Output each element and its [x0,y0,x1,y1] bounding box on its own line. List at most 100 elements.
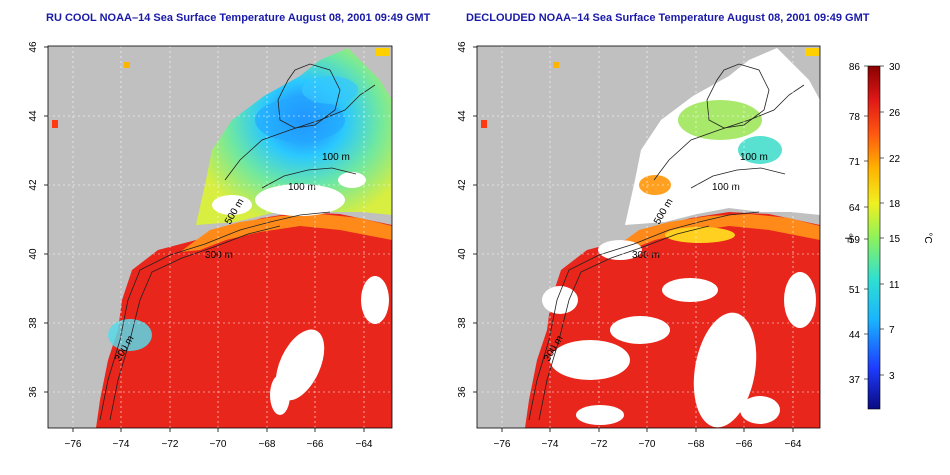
speck [376,48,390,56]
speck [553,62,559,68]
left-map-frame [47,45,393,429]
contour-label: 100 m [288,182,316,193]
c-tick-label: 30 [889,62,901,73]
colorbar-celsius-labels: 30 26 22 18 15 11 7 3 [889,62,901,382]
cold-pocket [255,98,345,142]
warm-patch [665,227,735,243]
cool-patch [738,136,782,164]
f-tick-label: 64 [849,203,861,214]
x-tick-label: −64 [785,439,802,450]
colorbar-ticks [864,65,884,380]
cloud-gap [550,340,630,380]
right-y-axis-labels: 36 38 40 42 44 46 [457,41,468,398]
x-tick-label: −68 [259,439,276,450]
x-tick-label: −70 [210,439,227,450]
left-map: 100 m 100 m 500 m 300 m 300 m [48,46,392,428]
cloud [212,195,252,215]
y-tick-label: 36 [457,386,468,398]
y-tick-label: 40 [457,248,468,260]
c-tick-label: 22 [889,154,901,165]
isobath-contour [528,211,760,421]
y-tick-label: 40 [28,248,39,260]
contour-label: 100 m [322,152,350,163]
x-tick-label: −66 [736,439,753,450]
cloud-gap [784,272,816,328]
y-tick-label: 42 [457,179,468,191]
y-tick-label: 44 [457,110,468,122]
f-tick-label: 51 [849,285,861,296]
speck [481,120,487,128]
y-tick-label: 36 [28,386,39,398]
ocean-transition [180,214,392,252]
isobath-contour [690,167,786,189]
cloud-gap [576,405,624,425]
right-map-title: DECLOUDED NOAA–14 Sea Surface Temperatur… [466,12,870,24]
colorbar-fahrenheit-labels: 86 78 71 64 59 51 44 37 [849,62,861,386]
y-tick-label: 38 [28,317,39,329]
isobath-contour [224,84,376,181]
cloud [361,276,389,324]
left-map-grid [48,46,392,428]
speck [52,120,58,128]
left-x-axis-labels: −76 −74 −72 −70 −68 −66 −64 [65,439,373,450]
c-tick-label: 3 [889,371,895,382]
c-tick-label: 18 [889,199,901,210]
speck [805,48,819,56]
x-tick-label: −76 [494,439,511,450]
x-tick-label: −64 [356,439,373,450]
warm-patch [639,175,671,195]
f-tick-label: 86 [849,62,861,73]
f-tick-label: 71 [849,157,861,168]
isobath-contour [277,63,341,129]
isobath-contour [653,84,805,181]
f-tick-label: 78 [849,112,861,123]
c-tick-label: 7 [889,325,895,336]
x-tick-label: −74 [113,439,130,450]
speck [124,62,130,68]
right-x-axis-labels: −76 −74 −72 −70 −68 −66 −64 [494,439,802,450]
f-tick-label: 59 [849,235,861,246]
x-tick-label: −72 [162,439,179,450]
cloud [338,172,366,188]
isobath-contour [706,63,770,129]
x-tick-label: −68 [688,439,705,450]
celsius-unit-label: °C [922,232,933,243]
isobath-contour [99,211,331,421]
y-tick-label: 46 [28,41,39,53]
contour-label: 100 m [712,182,740,193]
y-tick-label: 46 [457,41,468,53]
y-tick-label: 42 [28,179,39,191]
isobath-contour [261,167,357,189]
cloud [270,375,290,415]
x-tick-label: −72 [591,439,608,450]
left-y-axis-labels: 36 38 40 42 44 46 [28,41,39,398]
cloud-gap [662,278,718,302]
y-tick-label: 44 [28,110,39,122]
x-tick-label: −70 [639,439,656,450]
x-tick-label: −66 [307,439,324,450]
isobath-contour [109,225,281,421]
right-map: 100 m 100 m 500 m 300 m 300 m [477,46,820,428]
contour-label: 100 m [740,152,768,163]
right-map-ticks [473,46,794,432]
cloud-gap [610,316,670,344]
f-tick-label: 37 [849,375,861,386]
cloud-gap [740,396,780,424]
contour-label: 300 m [632,250,660,261]
c-tick-label: 11 [889,280,900,291]
y-tick-label: 38 [457,317,468,329]
c-tick-label: 15 [889,234,901,245]
c-tick-label: 26 [889,108,901,119]
contour-label: 300 m [205,250,233,261]
isobath-contour [538,225,710,421]
right-map-grid [477,46,820,428]
f-tick-label: 44 [849,330,861,341]
cloud [255,184,345,216]
ocean-transition [609,214,820,252]
left-map-title: RU COOL NOAA–14 Sea Surface Temperature … [46,12,431,24]
right-map-frame [476,45,821,429]
fahrenheit-unit-label: °F [842,233,853,243]
cool-patch [678,100,762,140]
cloud-gap [693,312,757,428]
